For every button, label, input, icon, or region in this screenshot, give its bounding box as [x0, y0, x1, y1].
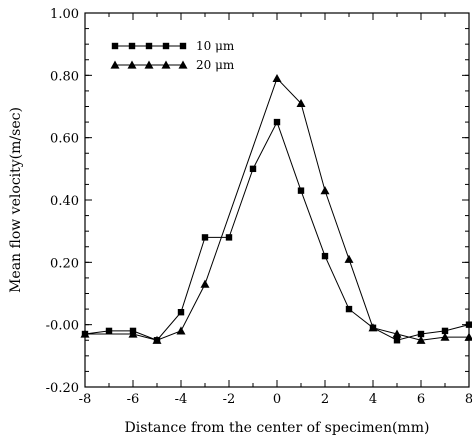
data-point: [298, 187, 304, 193]
x-tick-label: 0: [273, 392, 281, 407]
x-axis-title: Distance from the center of specimen(mm): [125, 420, 430, 436]
x-tick-label: 6: [417, 392, 425, 407]
legend: 10 μm 20 μm: [111, 39, 235, 72]
legend-marker: [180, 43, 186, 49]
legend-marker: [112, 43, 118, 49]
series-line: [85, 78, 469, 340]
legend-marker: [146, 43, 152, 49]
data-point: [250, 166, 256, 172]
legend-marker: [129, 43, 135, 49]
legend-label: 20 μm: [196, 58, 235, 72]
data-point: [274, 119, 280, 125]
x-tick-label: -6: [127, 392, 140, 407]
series-line: [85, 122, 469, 340]
data-point: [321, 186, 330, 194]
data-point: [466, 321, 472, 327]
legend-item: 20 μm: [111, 58, 235, 72]
data-point: [226, 234, 232, 240]
data-point: [201, 280, 210, 288]
legend-label: 10 μm: [196, 39, 235, 53]
x-tick-label: 4: [369, 392, 377, 407]
data-point: [322, 253, 328, 259]
series-layer: [81, 74, 472, 344]
y-tick-label: -0.20: [46, 381, 79, 396]
series-10um: [82, 119, 472, 344]
data-point: [178, 309, 184, 315]
plot-frame: [85, 13, 469, 387]
y-tick-label: 1.00: [50, 7, 79, 22]
legend-item: 10 μm: [112, 39, 235, 53]
y-tick-label: -0.00: [46, 319, 79, 334]
x-tick-label: -8: [79, 392, 92, 407]
y-axis-title: Mean flow velocity(m/sec): [8, 107, 24, 293]
data-point: [202, 234, 208, 240]
data-point: [394, 337, 400, 343]
data-point: [177, 326, 186, 334]
y-tick-label: 0.40: [50, 194, 79, 209]
y-tick-label: 0.80: [50, 69, 79, 84]
data-point: [346, 306, 352, 312]
data-point: [273, 74, 282, 82]
x-tick-label: -2: [223, 392, 236, 407]
ticks-layer: -8 -6 -4 -2 0 2 4 6 8 -0.20 -0.00 0.20 0.40 0.60 0.80 1…: [46, 7, 472, 407]
y-tick-label: 0.20: [50, 256, 79, 271]
series-20um: [81, 74, 472, 344]
x-tick-label: -4: [175, 392, 188, 407]
data-point: [345, 255, 354, 263]
y-tick-label: 0.60: [50, 132, 79, 147]
data-point: [106, 328, 112, 334]
legend-marker: [163, 43, 169, 49]
x-tick-label: 2: [321, 392, 329, 407]
x-tick-label: 8: [465, 392, 472, 407]
